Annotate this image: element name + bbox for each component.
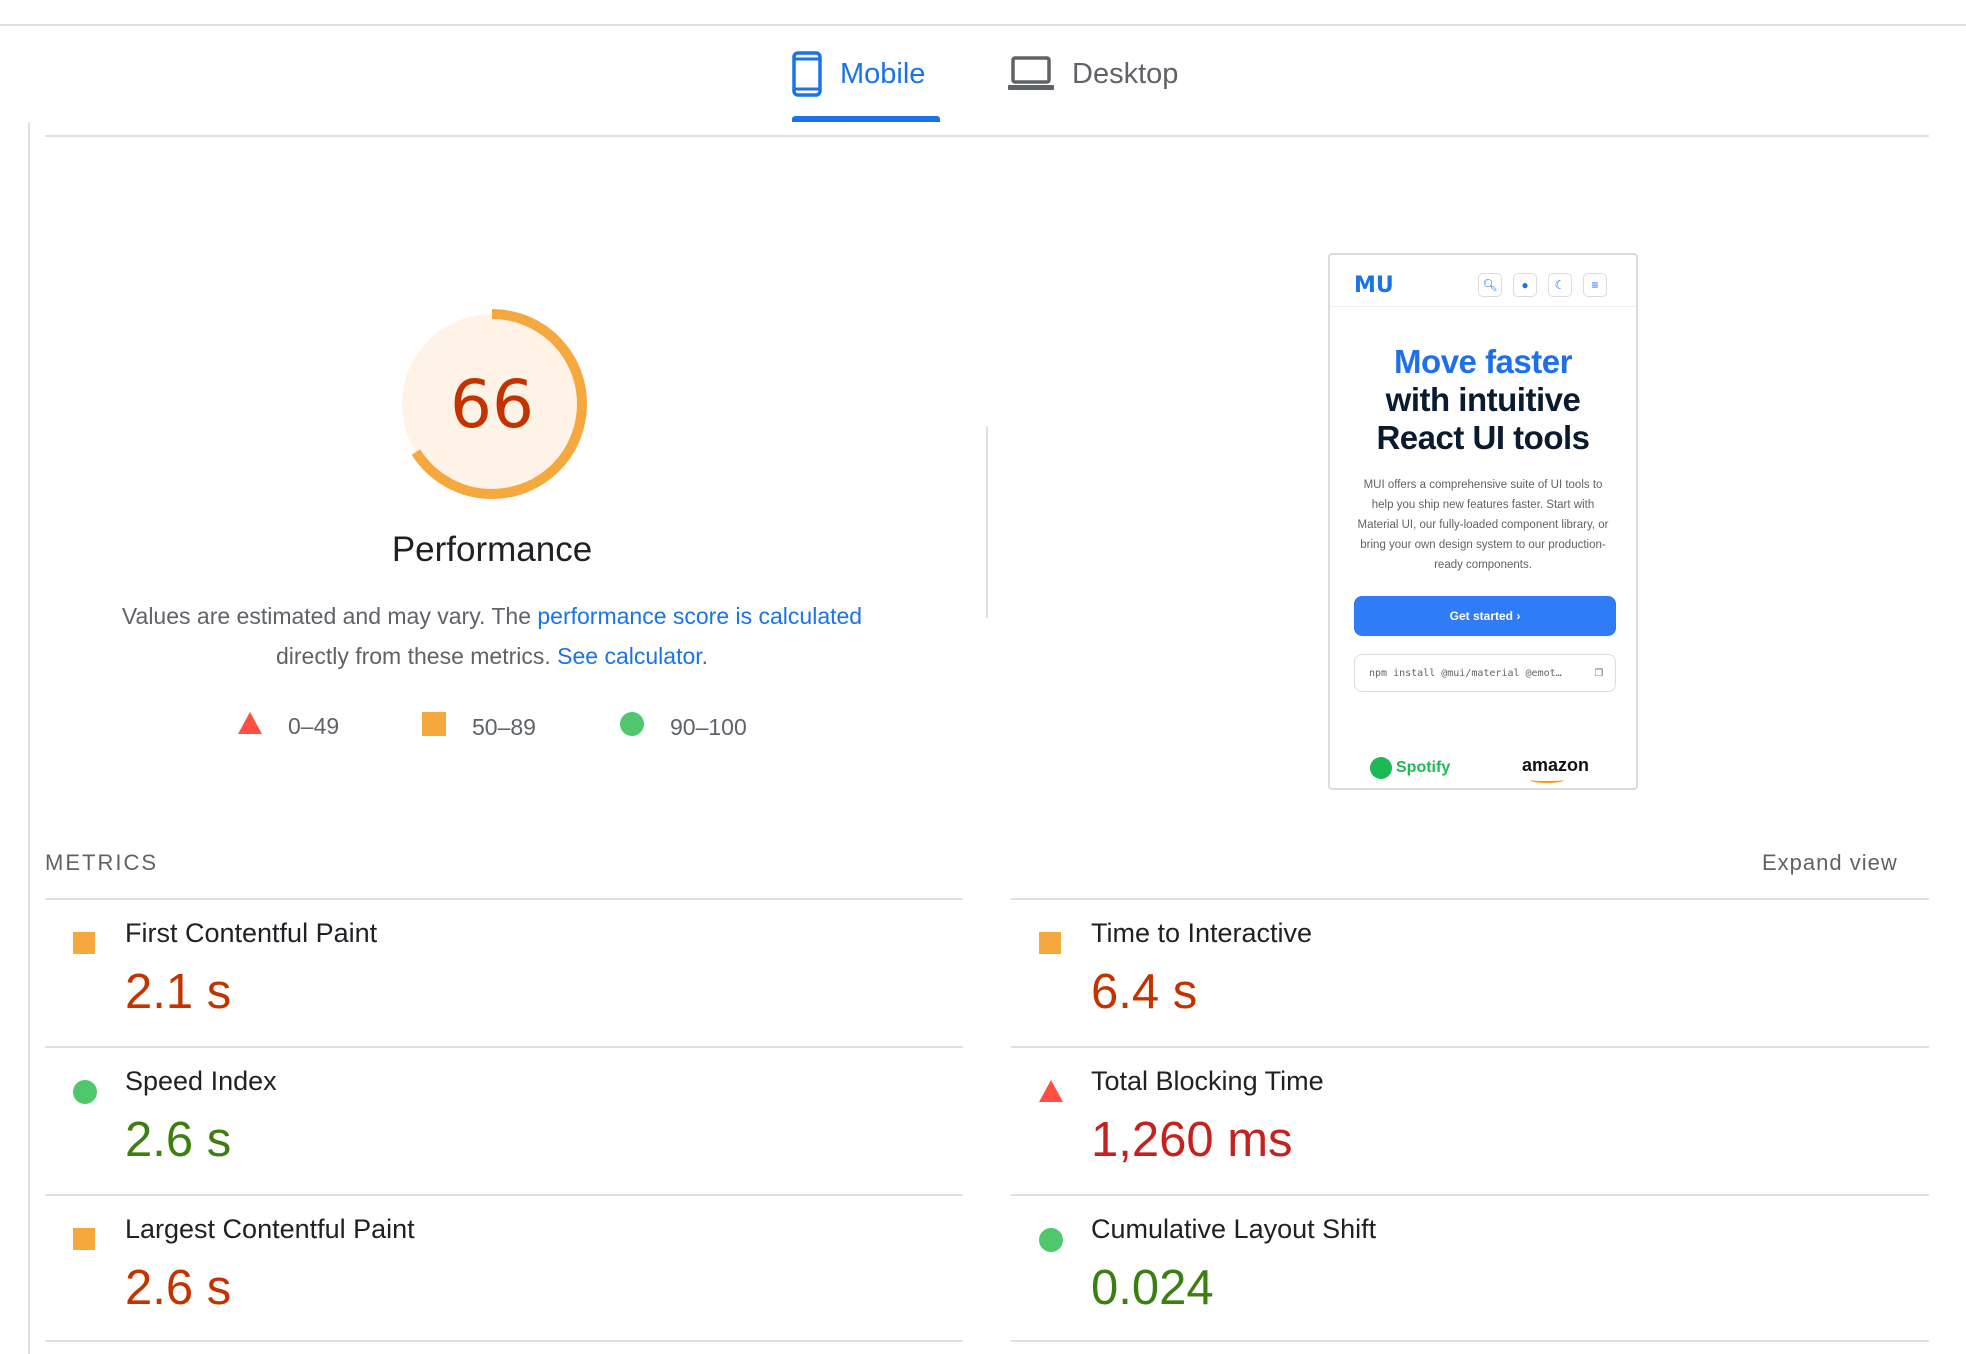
metric-name: Speed Index: [125, 1066, 277, 1096]
headline-line2: with intuitive: [1385, 381, 1581, 418]
panel-left-border: [28, 122, 30, 1354]
amazon-logo: amazon: [1522, 755, 1590, 783]
amazon-smile-icon: [1530, 777, 1564, 783]
green-circle-icon: [620, 712, 644, 742]
metric-largest-contentful-paint: Largest Contentful Paint 2.6 s: [45, 1196, 961, 1342]
mui-logo: MU: [1354, 273, 1394, 298]
final-screenshot[interactable]: MU 🔍︎ ● ☾ ≡ Move faster with intuitive R…: [1328, 253, 1638, 790]
menu-icon: ≡: [1583, 273, 1607, 297]
metrics-divider: [1011, 898, 1929, 900]
legend-average: 50–89: [422, 712, 536, 742]
github-icon: ●: [1513, 273, 1537, 297]
legend-average-label: 50–89: [472, 713, 536, 740]
metric-name: Total Blocking Time: [1091, 1066, 1324, 1096]
metric-value: 2.1 s: [125, 965, 232, 1019]
expand-view-button[interactable]: Expand view: [1762, 850, 1898, 875]
search-icon: 🔍︎: [1478, 273, 1502, 297]
metrics-divider: [1011, 1340, 1929, 1342]
metric-value: 2.6 s: [125, 1261, 232, 1315]
metric-first-contentful-paint: First Contentful Paint 2.1 s: [45, 900, 961, 1046]
device-tabs: Mobile Desktop: [0, 26, 1966, 122]
metric-speed-index: Speed Index 2.6 s: [45, 1048, 961, 1194]
vertical-divider: [986, 426, 988, 618]
amazon-label: amazon: [1522, 755, 1590, 775]
metric-name: Time to Interactive: [1091, 918, 1313, 948]
metric-name: Largest Contentful Paint: [125, 1214, 415, 1244]
metrics-divider: [1011, 1046, 1929, 1048]
npm-install-box: npm install @mui/material @emot… ❐: [1354, 654, 1616, 692]
orange-square-icon: [422, 712, 446, 742]
smartphone-icon: [792, 51, 822, 97]
performance-score: 66: [450, 365, 534, 443]
laptop-icon: [1008, 56, 1054, 92]
legend-pass-label: 90–100: [670, 713, 747, 740]
metrics-divider: [45, 1046, 963, 1048]
desc-middle: directly from these metrics.: [275, 643, 558, 669]
score-legend: 0–49 50–89 90–100: [0, 712, 984, 748]
desc-suffix: .: [701, 643, 709, 669]
metric-value: 1,260 ms: [1091, 1113, 1293, 1167]
screenshot-paragraph: MUI offers a comprehensive suite of UI t…: [1357, 479, 1609, 571]
copy-icon: ❐: [1594, 664, 1603, 680]
metric-time-to-interactive: Time to Interactive 6.4 s: [1011, 900, 1927, 1046]
metric-value: 0.024: [1091, 1261, 1214, 1315]
performance-description: Values are estimated and may vary. The p…: [60, 596, 924, 676]
metrics-divider: [45, 1340, 963, 1342]
metric-name: Cumulative Layout Shift: [1091, 1214, 1377, 1244]
metric-name: First Contentful Paint: [125, 918, 378, 948]
metric-value: 2.6 s: [125, 1113, 232, 1167]
performance-title: Performance: [391, 530, 593, 569]
active-tab-indicator: [792, 116, 940, 122]
orange-square-icon: [1039, 932, 1061, 959]
spotify-label: Spotify: [1396, 759, 1451, 776]
headline-blue: Move faster: [1394, 343, 1572, 380]
legend-fail: 0–49: [238, 712, 339, 740]
npm-command: npm install @mui/material @emot…: [1369, 667, 1562, 679]
screenshot-header: MU 🔍︎ ● ☾ ≡: [1330, 255, 1636, 307]
orange-square-icon: [73, 1228, 95, 1255]
orange-square-icon: [73, 932, 95, 959]
moon-icon: ☾: [1548, 273, 1572, 297]
see-calculator-link[interactable]: See calculator: [557, 643, 702, 669]
metric-value: 6.4 s: [1091, 965, 1198, 1019]
legend-pass: 90–100: [620, 712, 747, 742]
get-started-button: Get started ›: [1354, 596, 1616, 636]
metric-cumulative-layout-shift: Cumulative Layout Shift 0.024: [1011, 1196, 1927, 1342]
red-triangle-icon: [238, 712, 262, 740]
green-circle-icon: [73, 1080, 97, 1109]
spotify-icon: [1370, 757, 1392, 779]
metrics-divider: [45, 898, 963, 900]
top-divider: [0, 24, 1966, 26]
spotify-logo: Spotify: [1370, 757, 1450, 779]
performance-score-link[interactable]: performance score is calculated: [537, 603, 863, 629]
metrics-divider: [45, 1194, 963, 1196]
desc-prefix: Values are estimated and may vary. The: [121, 603, 538, 629]
tabs-divider: [45, 135, 1929, 137]
metrics-divider: [1011, 1194, 1929, 1196]
legend-fail-label: 0–49: [288, 712, 340, 739]
tab-desktop[interactable]: Desktop: [1008, 26, 1178, 122]
red-triangle-icon: [1039, 1080, 1063, 1107]
tab-desktop-label: Desktop: [1072, 57, 1179, 90]
tab-mobile-label: Mobile: [840, 57, 926, 90]
performance-gauge[interactable]: 66: [394, 306, 590, 502]
screenshot-headline: Move faster with intuitive React UI tool…: [1330, 343, 1636, 457]
tab-mobile[interactable]: Mobile: [792, 26, 925, 122]
green-circle-icon: [1039, 1228, 1063, 1257]
metrics-heading: METRICS: [45, 850, 158, 875]
gauge-ring: [397, 309, 587, 499]
metric-total-blocking-time: Total Blocking Time 1,260 ms: [1011, 1048, 1927, 1194]
headline-line3: React UI tools: [1376, 419, 1590, 456]
